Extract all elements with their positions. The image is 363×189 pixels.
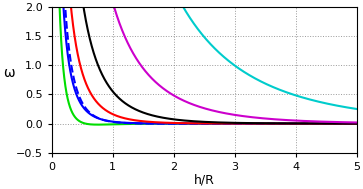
Y-axis label: ω: ω [3, 66, 15, 80]
X-axis label: h/R: h/R [194, 173, 215, 186]
